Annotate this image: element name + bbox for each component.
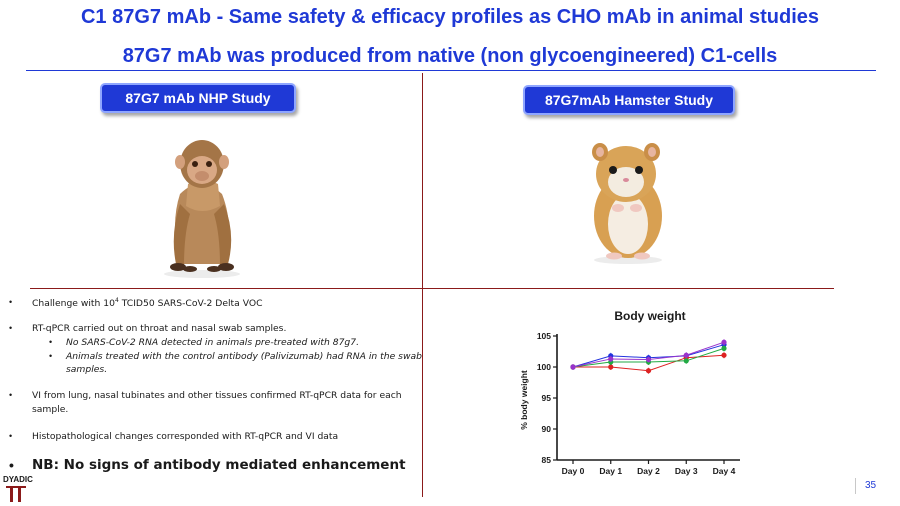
x-tick-label: Day 2: [637, 466, 660, 476]
y-tick-label: 95: [542, 393, 552, 403]
x-tick-label: Day 4: [713, 466, 736, 476]
page-number-separator: [855, 478, 856, 494]
x-tick-label: Day 0: [562, 466, 585, 476]
page-number: 35: [865, 480, 877, 491]
bullet-challenge: Challenge with 104 TCID50 SARS-CoV-2 Del…: [32, 297, 263, 310]
y-tick-label: 90: [542, 424, 552, 434]
data-point-purple: [721, 339, 727, 345]
body-weight-chart: Body weight % body weight 85 90 95 100 105 Da…: [519, 309, 740, 476]
data-point-purple: [645, 356, 652, 363]
x-tick-label: Day 1: [599, 466, 622, 476]
bullet-rtqpcr: RT-qPCR carried out on throat and nasal …: [32, 323, 287, 334]
y-tick-label: 85: [542, 455, 552, 465]
dyadic-logo: DYADIC: [3, 475, 33, 502]
nhp-study-button[interactable]: 87G7 mAb NHP Study: [100, 83, 296, 113]
subbullet-no-rna: No SARS-CoV-2 RNA detected in animals pr…: [66, 337, 360, 348]
data-point-purple: [683, 352, 689, 358]
y-tick-label: 100: [537, 362, 551, 372]
title-divider: [26, 70, 876, 71]
data-point-red: [645, 368, 652, 374]
bullet-nb: NB: No signs of antibody mediated enhanc…: [32, 457, 406, 473]
hamster-study-button[interactable]: 87G7mAb Hamster Study: [523, 85, 735, 115]
x-tick-label: Day 3: [675, 466, 698, 476]
slide-title: C1 87G7 mAb - Same safety & efficacy pro…: [80, 6, 820, 28]
vertical-divider: [422, 73, 423, 497]
monkey-image: [164, 140, 240, 278]
subbullet-control-antibody: Animals treated with the control antibod…: [66, 351, 422, 362]
bullet-histopathology: Histopathological changes corresponded w…: [32, 431, 339, 442]
data-point-green: [721, 345, 727, 351]
data-point-green: [683, 358, 689, 364]
data-point-purple: [570, 364, 576, 370]
data-point-purple: [608, 356, 614, 362]
y-tick-label: 105: [537, 331, 551, 341]
bullet-vi-cont: sample.: [32, 404, 69, 415]
chart-y-axis-label: % body weight: [519, 370, 529, 430]
subbullet-control-antibody-cont: samples.: [66, 364, 108, 375]
data-point-red: [608, 364, 614, 370]
slide-subtitle: 87G7 mAb was produced from native (non g…: [122, 45, 778, 67]
bullet-vi: VI from lung, nasal tubinates and other …: [32, 390, 402, 401]
hamster-image: [592, 143, 662, 264]
data-point-red: [721, 352, 727, 358]
chart-title: Body weight: [614, 309, 685, 323]
horizontal-divider: [30, 288, 834, 289]
svg-text:DYADIC: DYADIC: [3, 475, 33, 484]
